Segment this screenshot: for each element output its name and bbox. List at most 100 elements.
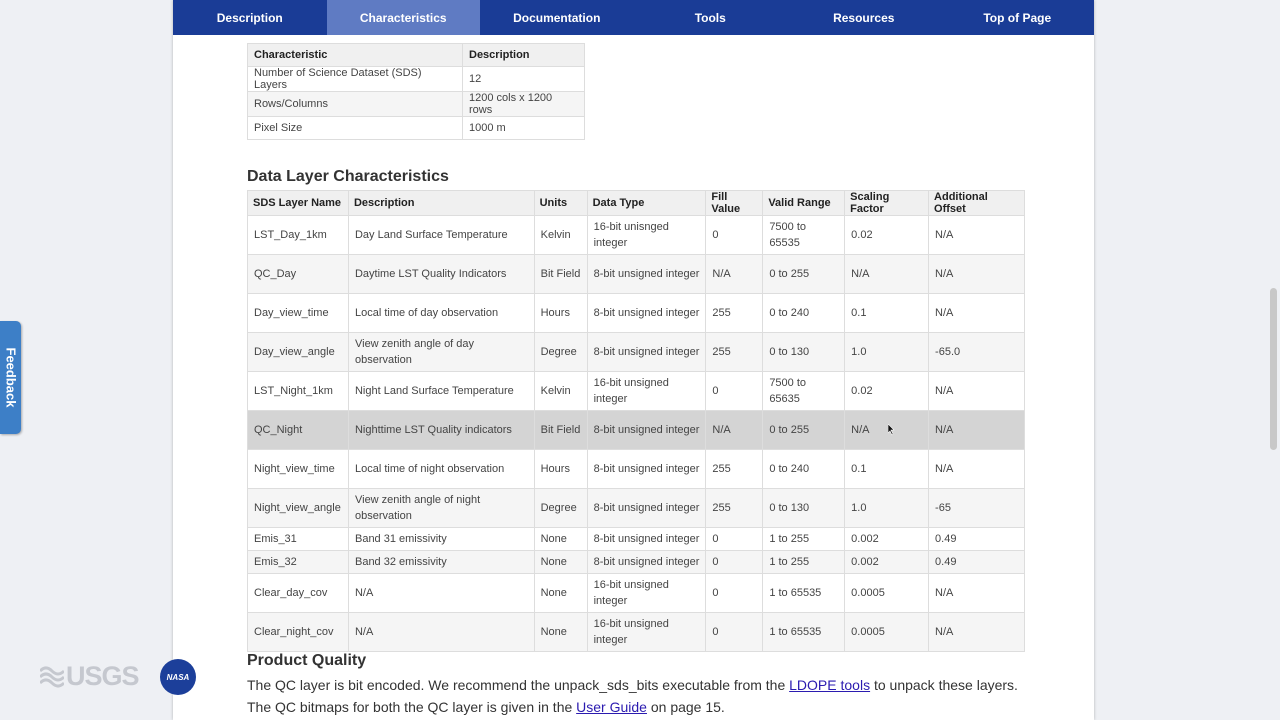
- table-cell: Day_view_angle: [247, 332, 349, 372]
- table-row: LST_Day_1km Day Land Surface Temperature K…: [247, 215, 1025, 255]
- product-quality-line-1: The QC layer is bit encoded. We recommen…: [247, 674, 1018, 696]
- nav-documentation[interactable]: Documentation: [513, 10, 601, 25]
- table-cell: -65: [928, 488, 1025, 528]
- table-cell: 1 to 255: [762, 527, 846, 551]
- table-cell: 0.49: [928, 550, 1025, 574]
- table-cell: 16-bit unisnged integer: [586, 215, 707, 255]
- table-cell: 0: [705, 371, 764, 411]
- table-cell: Pixel Size: [247, 116, 463, 140]
- table-cell: 0.002: [844, 527, 930, 551]
- table-row: QC_Day Daytime LST Quality Indicators Bit …: [247, 254, 1025, 294]
- table-cell: LST_Night_1km: [247, 371, 349, 411]
- nav-top-of-page[interactable]: Top of Page: [983, 10, 1052, 25]
- pq-text: on page 15.: [646, 699, 725, 715]
- data-layer-table: SDS Layer Name Description Units Data Ty…: [247, 190, 1025, 652]
- table-cell: View zenith angle of night observation: [347, 488, 535, 528]
- table-cell: 0: [705, 550, 764, 574]
- granule-table: Characteristic Description Number of Sci…: [247, 43, 585, 140]
- table-cell: 1.0: [844, 488, 930, 528]
- table-cell: QC_Night: [247, 410, 349, 450]
- table-cell: N/A: [928, 449, 1025, 489]
- table-cell: View zenith angle of day observation: [347, 332, 535, 372]
- column-header: Data Type: [586, 190, 707, 216]
- table-cell: Degree: [533, 332, 588, 372]
- table-cell: Clear_night_cov: [247, 612, 349, 652]
- nav-tools[interactable]: Tools: [694, 10, 726, 25]
- table-row: Emis_31 Band 31 emissivity None 8-bit unsig…: [247, 527, 1025, 551]
- table-cell: 16-bit unsigned integer: [586, 573, 707, 613]
- table-cell: N/A: [928, 371, 1025, 411]
- product-quality-heading: Product Quality: [247, 652, 367, 669]
- column-header: Description: [347, 190, 535, 216]
- table-cell: 1 to 65535: [762, 612, 846, 652]
- table-cell: Local time of night observation: [347, 449, 535, 489]
- column-header: Fill Value: [705, 190, 764, 216]
- table-cell: 0.002: [844, 550, 930, 574]
- table-cell: 0: [705, 573, 764, 613]
- table-cell: N/A: [347, 573, 535, 613]
- table-cell: 0.1: [844, 449, 930, 489]
- table-cell: Rows/Columns: [247, 91, 463, 117]
- product-quality-line-2: The QC bitmaps for both the QC layer is …: [247, 696, 725, 718]
- table-cell: 7500 to 65635: [762, 371, 846, 411]
- table-cell: N/A: [844, 254, 930, 294]
- mouse-cursor-icon: [888, 424, 895, 436]
- table-cell: 0: [705, 527, 764, 551]
- feedback-label: Feedback: [3, 347, 19, 408]
- table-cell: Night_view_time: [247, 449, 349, 489]
- nav-resources[interactable]: Resources: [833, 10, 895, 25]
- pq-text: The QC layer is bit encoded. We recommen…: [247, 677, 790, 693]
- table-cell: 8-bit unsigned integer: [586, 332, 707, 372]
- table-row: Clear_night_cov N/A None 16-bit unsigned in…: [247, 612, 1025, 652]
- feedback-tab[interactable]: Feedback: [0, 321, 21, 434]
- table-header-row: SDS Layer Name Description Units Data Ty…: [247, 190, 1025, 216]
- table-cell: Kelvin: [533, 371, 588, 411]
- table-row: Number of Science Dataset (SDS) Layers 12: [247, 66, 585, 92]
- column-header: SDS Layer Name: [247, 190, 349, 216]
- table-cell: N/A: [928, 293, 1025, 333]
- table-cell: N/A: [928, 573, 1025, 613]
- table-cell: 0.0005: [844, 573, 930, 613]
- table-cell: 0 to 255: [762, 410, 846, 450]
- table-cell: N/A: [347, 612, 535, 652]
- table-cell: 8-bit unsigned integer: [586, 410, 707, 450]
- ldope-tools-link[interactable]: LDOPE tools: [789, 677, 871, 693]
- table-cell: Hours: [533, 449, 588, 489]
- table-cell: 16-bit unsigned integer: [586, 371, 707, 411]
- table-cell: 0 to 255: [762, 254, 846, 294]
- pq-text: to unpack these layers.: [870, 677, 1018, 693]
- table-cell: 12: [462, 66, 585, 92]
- table-cell: N/A: [928, 410, 1025, 450]
- table-cell: LST_Day_1km: [247, 215, 349, 255]
- table-cell: Nighttime LST Quality indicators: [347, 410, 535, 450]
- pq-text: The QC bitmaps for both the QC layer is …: [247, 699, 577, 715]
- table-row: Night_view_time Local time of night obser…: [247, 449, 1025, 489]
- table-cell: 0 to 240: [762, 449, 846, 489]
- column-header: Additional Offset: [928, 190, 1025, 216]
- table-cell: N/A: [928, 612, 1025, 652]
- table-cell: 0 to 130: [762, 488, 846, 528]
- user-guide-link[interactable]: User Guide: [576, 699, 647, 715]
- table-row: Rows/Columns 1200 cols x 1200 rows: [247, 91, 585, 117]
- table-row: Emis_32 Band 32 emissivity None 8-bit unsig…: [247, 550, 1025, 574]
- table-cell: Hours: [533, 293, 588, 333]
- table-cell: Emis_32: [247, 550, 349, 574]
- column-header: Characteristic: [247, 43, 463, 67]
- nav-characteristics[interactable]: Characteristics: [326, 0, 480, 35]
- table-cell: 8-bit unsigned integer: [586, 254, 707, 294]
- table-cell: 1000 m: [462, 116, 585, 140]
- table-cell: 0: [705, 215, 764, 255]
- table-header-row: Characteristic Description: [247, 43, 585, 67]
- scrollbar-thumb[interactable]: [1270, 288, 1277, 450]
- table-cell: 8-bit unsigned integer: [586, 550, 707, 574]
- nav-description[interactable]: Description: [216, 10, 283, 25]
- table-cell: Daytime LST Quality Indicators: [347, 254, 535, 294]
- table-cell: N/A: [928, 215, 1025, 255]
- usgs-logo: USGS: [40, 661, 140, 692]
- table-cell: 0.0005: [844, 612, 930, 652]
- table-cell: 0 to 130: [762, 332, 846, 372]
- table-cell: 8-bit unsigned integer: [586, 449, 707, 489]
- table-row: Night_view_angle View zenith angle of nig…: [247, 488, 1025, 528]
- table-cell: Emis_31: [247, 527, 349, 551]
- table-cell: Band 31 emissivity: [347, 527, 535, 551]
